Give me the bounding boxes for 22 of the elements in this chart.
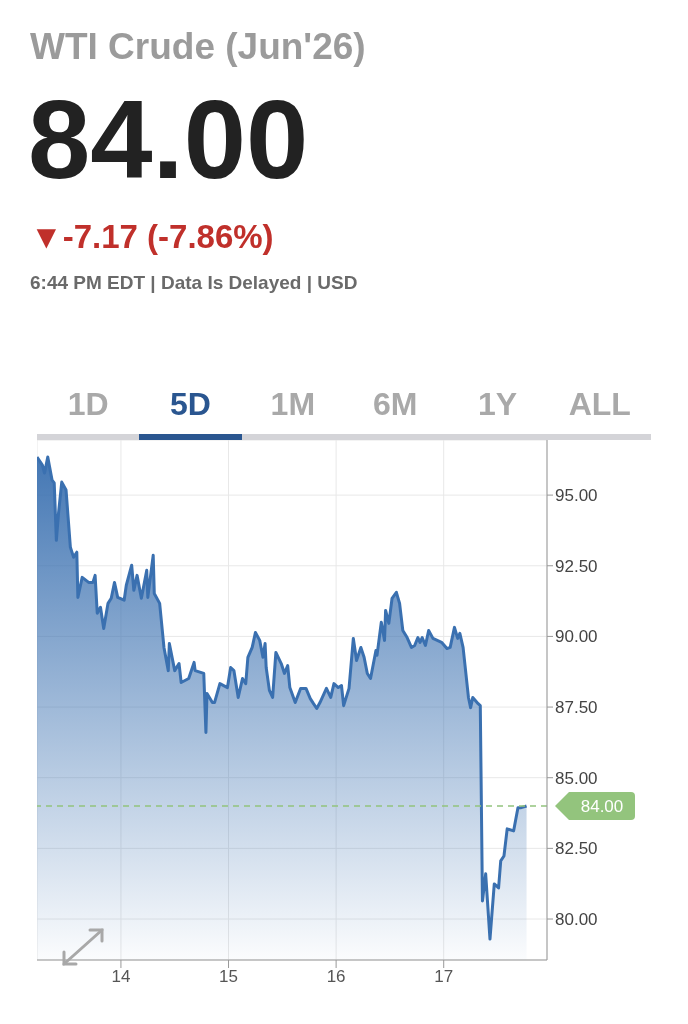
ref-line-label: 84.00 bbox=[580, 796, 624, 816]
x-tick-label: 17 bbox=[434, 967, 454, 987]
y-tick-label: 92.50 bbox=[555, 556, 598, 576]
y-tick-label: 87.50 bbox=[555, 698, 598, 718]
x-tick-label: 14 bbox=[111, 967, 131, 987]
chart-title: WTI Crude (Jun'26) bbox=[30, 26, 366, 68]
text: 5D bbox=[169, 386, 212, 424]
text: 1Y bbox=[476, 386, 519, 424]
text: 6:44 PM EDT | Data Is Delayed | USD bbox=[30, 272, 358, 294]
x-tick-label: 15 bbox=[219, 967, 238, 987]
text: ALL bbox=[567, 386, 632, 424]
y-tick-label: 82.50 bbox=[555, 839, 598, 859]
y-tick-label: 80.00 bbox=[555, 910, 598, 930]
text: 1M bbox=[269, 386, 317, 424]
y-tick-label: 90.00 bbox=[555, 627, 598, 647]
chart-subtitle: 84.00 bbox=[28, 77, 309, 202]
y-tick-label: 95.00 bbox=[555, 486, 598, 506]
text: ▼-7.17 (-7.86%) bbox=[30, 218, 274, 256]
x-tick-label: 16 bbox=[326, 967, 346, 987]
text: 6M bbox=[371, 386, 419, 424]
y-tick-label: 85.00 bbox=[555, 768, 598, 788]
text: 1D bbox=[66, 386, 110, 424]
